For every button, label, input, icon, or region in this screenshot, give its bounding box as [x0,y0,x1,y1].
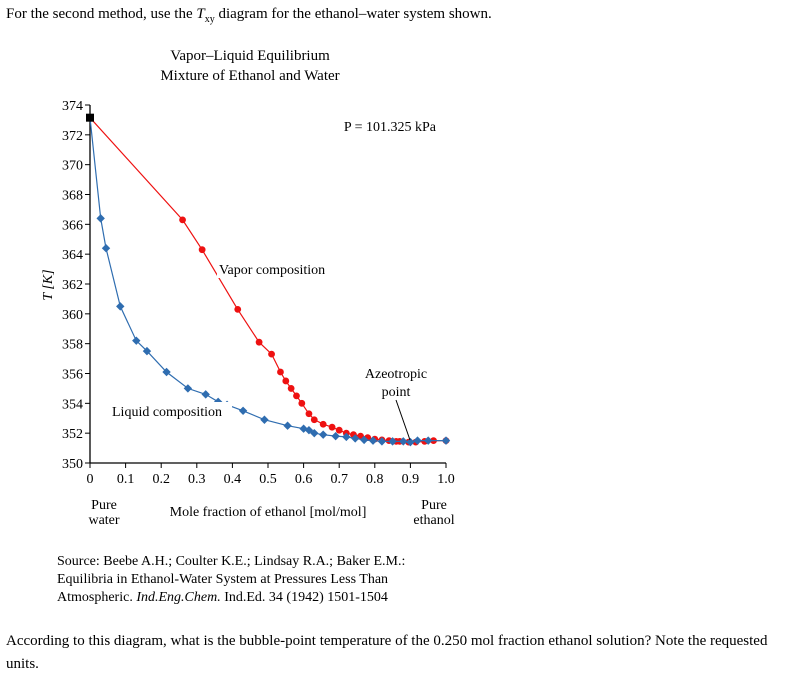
x-tick-label: 0.6 [295,472,313,487]
y-tick-label: 350 [62,457,83,472]
y-axis-label: T [K] [41,269,56,300]
x-tick-label: 0.5 [259,472,277,487]
azeotropic-label: Azeotropic [365,367,427,382]
pure-water-label: Pure [91,498,117,513]
liquid-point [406,437,415,447]
question-text: According to this diagram, what is the b… [6,633,768,672]
pressure-label: P = 101.325 kPa [344,120,437,135]
vapor-composition-label: Vapor composition [219,263,325,278]
liquid-point [260,415,269,424]
y-tick-label: 370 [62,159,83,174]
y-tick-label: 352 [62,427,83,442]
liquid-point [96,214,105,223]
liquid-label-bg [110,402,232,420]
azeotropic-label: point [382,385,411,400]
liquid-point [116,302,125,311]
x-tick-label: 0.7 [330,472,348,487]
pure-water-point [86,113,94,122]
liquid-point [162,367,171,377]
liquid-point [101,244,111,253]
y-tick-label: 354 [62,397,83,412]
vapor-point [298,399,306,407]
liquid-point [368,436,378,445]
vapor-point [328,423,336,431]
y-tick-label: 362 [62,278,83,293]
azeotrope-pointer [395,399,411,441]
x-tick-label: 0.9 [402,472,420,487]
pure-ethanol-label: Pure [421,498,447,513]
y-tick-label: 358 [62,338,83,353]
vapor-point [287,385,295,392]
x-tick-label: 1.0 [437,472,455,487]
y-tick-label: 364 [62,248,83,263]
liquid-point [441,436,451,445]
y-tick-label: 360 [62,308,83,323]
liquid-point [318,430,328,439]
x-tick-label: 0.3 [188,472,206,487]
y-tick-label: 356 [62,368,83,383]
vapor-point [198,246,206,254]
vapor-point [310,416,318,424]
liquid-point [238,406,248,415]
liquid-point [310,428,319,438]
x-tick-label: 0.8 [366,472,384,487]
liquid-point [342,432,351,442]
liquid-point [388,437,397,446]
vapor-point [335,426,343,434]
x-tick-label: 0.4 [224,472,242,487]
liquid-point [377,437,387,446]
vapor-point [277,368,284,376]
liquid-point [132,336,141,345]
x-tick-label: 0.2 [152,472,170,487]
liquid-point [413,436,422,445]
liquid-point [424,436,433,445]
chart-title: Vapor–Liquid Equilibrium [170,48,330,64]
intro-text: For the second method, use the Txy diagr… [6,6,492,25]
vapor-point [179,216,186,224]
liquid-point [331,431,340,441]
liquid-composition-label: Liquid composition [112,405,222,420]
liquid-point [351,434,360,443]
vapor-point [293,392,300,400]
x-tick-label: 0.1 [117,472,135,487]
vapor-point [234,305,242,313]
liquid-point [359,435,369,445]
y-tick-label: 372 [62,129,83,144]
liquid-point [142,346,152,356]
txy-chart: 350 352 354 356 358 360 362 364 366 368 370 372 374 0… [41,99,455,528]
chart-subtitle: Mixture of Ethanol and Water [160,68,340,84]
x-axis-label: Mole fraction of ethanol [mol/mol] [170,505,367,520]
liquid-point [399,437,408,446]
source-citation: Source: Beebe A.H.; Coulter K.E.; Lindsa… [57,554,406,605]
vapor-point [305,410,313,418]
liquid-point [283,421,292,430]
vapor-point [255,338,263,346]
liquid-point [201,390,210,399]
x-tick-label: 0 [87,472,94,487]
liquid-point [183,384,193,393]
txy-symbol: T [196,6,205,22]
vapor-point [319,420,327,428]
y-tick-label: 368 [62,189,83,204]
vapor-point [268,350,275,358]
pure-water-label: water [88,513,119,528]
pure-ethanol-label: ethanol [413,513,454,528]
txy-subscript: xy [204,14,215,25]
vapor-point [282,377,290,385]
y-tick-label: 366 [62,218,83,233]
vapor-label-bg [217,260,335,278]
y-tick-label: 374 [62,99,83,114]
